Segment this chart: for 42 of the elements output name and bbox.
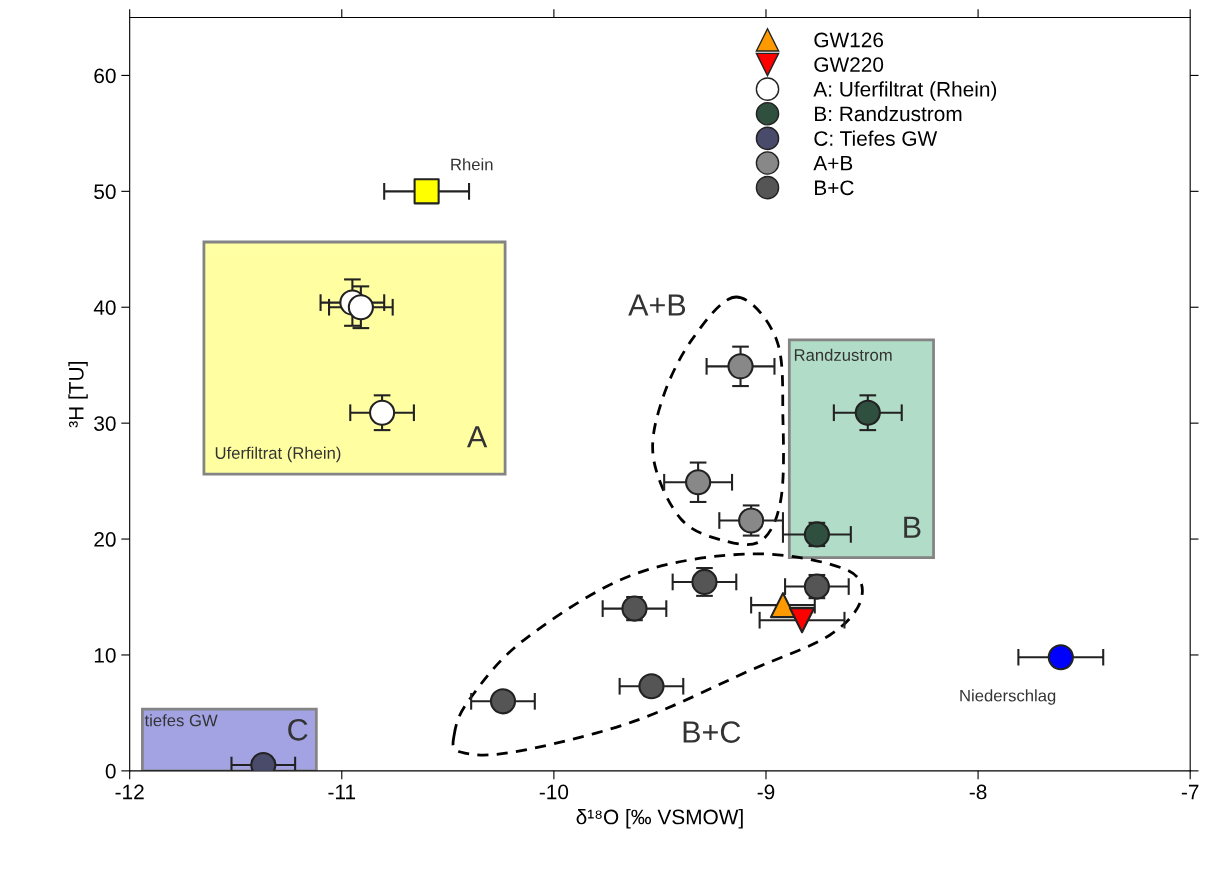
y-tick-label: 10: [94, 647, 116, 663]
point: [788, 607, 816, 634]
y-tick-label: 40: [93, 300, 116, 315]
annotation: Niederschlag: [960, 689, 1056, 705]
annotation: B: [904, 516, 921, 538]
point: [413, 178, 440, 205]
legend-label: B: Randzustrom: [815, 105, 962, 122]
point: [854, 399, 881, 426]
x-tick-label: -10: [539, 784, 569, 800]
legend-label: A: Uferfiltrat (Rhein): [813, 81, 997, 101]
y-tick-label: 50: [94, 184, 116, 200]
point: [685, 469, 712, 496]
x-axis-title: δ¹⁸O [‰ VSMOW]: [576, 809, 743, 829]
y-tick-label: 20: [94, 532, 116, 547]
x-tick-label: -11: [328, 784, 356, 800]
point: [1047, 644, 1074, 671]
annotation: Randzustrom: [794, 348, 892, 361]
annotation: Rhein: [451, 158, 493, 171]
x-tick-label: -9: [757, 784, 775, 800]
x-tick-label: -7: [1181, 784, 1199, 800]
annotation: tiefes GW: [144, 714, 218, 727]
annotation: Uferfiltrat (Rhein): [215, 446, 341, 463]
legend-label: A+B: [813, 155, 853, 171]
legend-label: C: Tiefes GW: [814, 130, 938, 146]
x-tick-label: -8: [969, 784, 987, 800]
legend-label: GW126: [814, 32, 884, 48]
annotation: A: [466, 426, 488, 448]
point: [369, 399, 396, 426]
x-tick-label: -12: [115, 784, 144, 800]
y-tick-label: 60: [94, 68, 116, 84]
point: [638, 673, 665, 700]
point: [347, 294, 374, 321]
point: [727, 353, 754, 380]
legend-label: GW220: [814, 57, 884, 72]
annotation: C: [288, 719, 308, 741]
annotation: A+B: [628, 294, 686, 316]
y-tick-label: 30: [94, 416, 116, 431]
y-axis-title: ³H [TU]: [68, 362, 88, 428]
legend-label: B+C: [815, 180, 854, 196]
point: [489, 688, 517, 715]
y-tick-label: 0: [105, 763, 116, 779]
annotation: B+C: [683, 721, 741, 743]
